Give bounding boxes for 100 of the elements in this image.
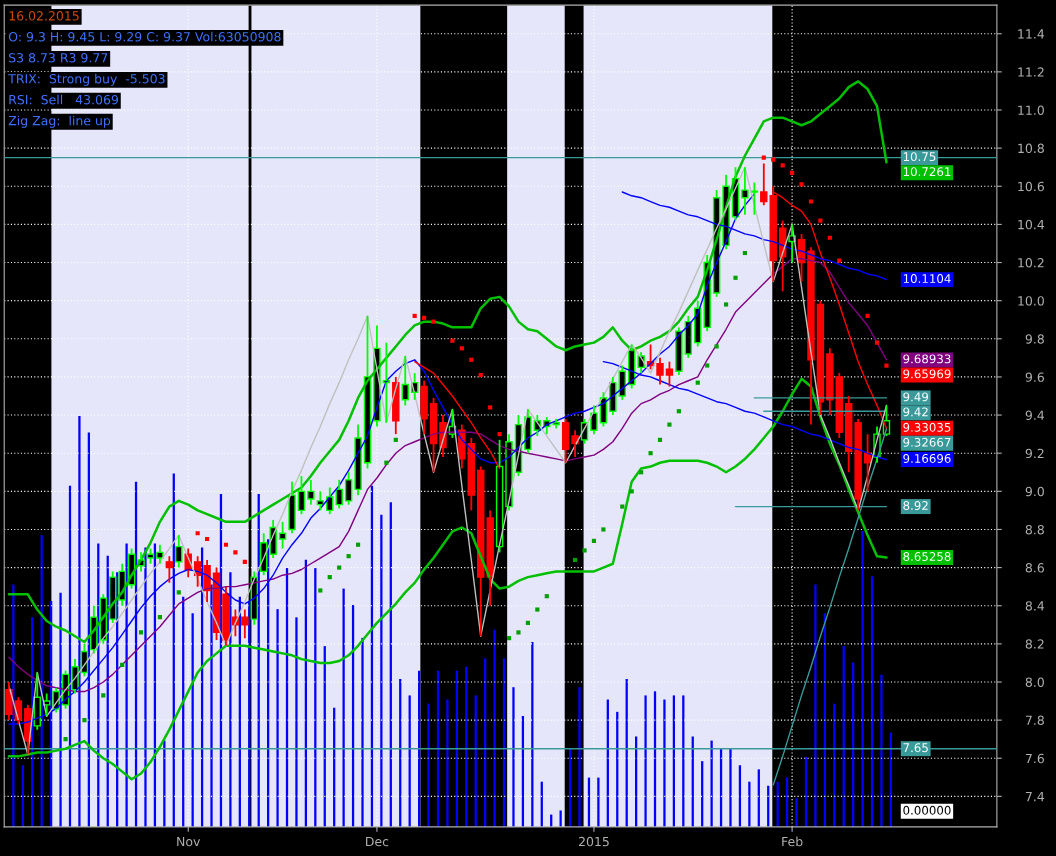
point — [422, 315, 427, 320]
point — [535, 607, 540, 612]
candlestick — [203, 559, 211, 603]
y-tick-label: 7.4 — [1025, 792, 1045, 802]
point — [591, 538, 597, 543]
point — [705, 363, 710, 368]
point — [176, 590, 181, 595]
point — [573, 557, 578, 563]
point — [629, 489, 634, 494]
point — [780, 163, 785, 168]
y-tick-label: 9.8 — [1025, 334, 1044, 344]
bar — [210, 584, 213, 827]
point — [101, 693, 106, 698]
candlestick — [392, 376, 400, 436]
bar — [795, 798, 798, 827]
point — [138, 630, 144, 635]
point — [431, 319, 436, 324]
point — [742, 250, 748, 256]
y-tick-label: 8.0 — [1025, 677, 1044, 687]
y-tick-label: 8.2 — [1025, 639, 1044, 649]
point — [516, 630, 521, 635]
point — [827, 235, 832, 240]
point — [157, 615, 162, 620]
candlestick — [354, 423, 362, 497]
point — [450, 338, 455, 343]
point — [837, 258, 842, 263]
point — [384, 460, 389, 465]
point — [525, 620, 530, 625]
y-tick-label: 11.4 — [1018, 29, 1045, 39]
y-tick-label: 8.6 — [1025, 563, 1044, 573]
point — [667, 422, 672, 427]
point — [761, 155, 766, 160]
y-tick-label: 9.2 — [1025, 448, 1044, 459]
candlestick — [420, 379, 428, 436]
candlestick — [467, 437, 476, 512]
data-label: 9.65969 — [903, 369, 951, 379]
candlestick — [609, 376, 617, 416]
point — [601, 527, 606, 532]
y-tick-label: 8.8 — [1025, 524, 1044, 535]
point — [242, 559, 247, 564]
annotation: S3 8.73 R3 9.77 — [9, 53, 108, 63]
text: 0.00000 — [903, 805, 951, 815]
point — [478, 372, 483, 378]
candlestick — [241, 608, 249, 640]
data-label: 9.68933 — [903, 354, 951, 364]
x-tick-label: Nov — [177, 837, 201, 847]
bar — [446, 699, 449, 827]
point — [723, 302, 729, 307]
point — [639, 470, 644, 475]
annotation: RSI: Sell 43.069 — [9, 94, 119, 105]
y-tick-label: 7.6 — [1025, 753, 1044, 764]
y-tick-label: 11.0 — [1018, 105, 1044, 115]
data-label: 8.65258 — [903, 552, 951, 561]
line-series — [7, 377, 888, 781]
point — [818, 218, 823, 223]
point — [582, 548, 587, 553]
point — [874, 340, 880, 345]
candlestick — [741, 166, 749, 216]
candlestick — [165, 555, 174, 584]
point — [808, 199, 814, 204]
data-label: 9.32667 — [903, 437, 951, 447]
point — [648, 451, 653, 456]
y-tick-label: 10.2 — [1018, 258, 1044, 268]
data-label: 8.92 — [903, 501, 928, 511]
point — [412, 313, 417, 318]
point — [506, 636, 512, 641]
point — [790, 170, 795, 175]
candlestick — [675, 326, 683, 376]
candlestick — [854, 417, 862, 512]
point — [657, 437, 663, 442]
point — [120, 662, 125, 667]
point — [233, 550, 238, 555]
data-label: 10.1104 — [903, 274, 951, 284]
x-tick-label: Feb — [782, 836, 803, 847]
annotation: O: 9.3 H: 9.45 L: 9.29 C: 9.37 Vol:63050908 — [8, 31, 281, 42]
bar — [512, 687, 515, 827]
point — [63, 737, 68, 742]
candlestick — [571, 429, 579, 458]
point — [544, 594, 549, 599]
point — [714, 344, 719, 349]
y-tick-label: 9.0 — [1025, 486, 1044, 497]
bar — [710, 740, 713, 827]
bar — [295, 617, 298, 827]
candlestick — [561, 417, 570, 464]
data-label: 9.16696 — [903, 453, 951, 463]
bar — [597, 777, 600, 827]
bar — [578, 687, 581, 827]
point — [337, 565, 342, 570]
candlestick — [175, 534, 183, 569]
point — [771, 157, 776, 162]
y-tick-label: 9.6 — [1025, 372, 1044, 382]
point — [620, 504, 625, 509]
candlestick — [458, 423, 466, 470]
y-tick-label: 10.4 — [1018, 219, 1045, 230]
candlestick — [5, 681, 13, 722]
point — [223, 542, 229, 547]
candlestick — [656, 356, 664, 386]
candlestick — [222, 585, 230, 647]
bar — [729, 748, 732, 827]
point — [799, 182, 804, 187]
